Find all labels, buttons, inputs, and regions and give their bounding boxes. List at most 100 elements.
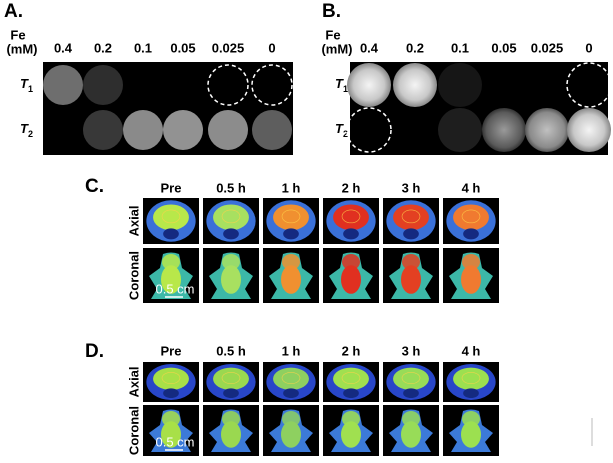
brain-core: [461, 209, 481, 224]
organ: [281, 265, 301, 294]
brain-core: [161, 209, 181, 224]
organ: [461, 421, 481, 448]
view-label: Axial: [126, 366, 141, 397]
concentration-label: 0.05: [491, 40, 516, 55]
time-label: 1 h: [282, 343, 301, 358]
jaw: [463, 228, 479, 240]
head: [462, 254, 480, 270]
phantom: [347, 63, 391, 107]
relaxation-label: T2: [20, 121, 33, 139]
organ: [401, 421, 421, 448]
relaxation-label: T2: [335, 121, 348, 139]
concentration-label: 0.2: [94, 40, 112, 55]
relaxation-label: T1: [335, 76, 348, 94]
brain-core: [401, 209, 421, 224]
time-label: 3 h: [402, 180, 421, 195]
organ: [281, 421, 301, 448]
phantom: [43, 65, 83, 105]
subscript: 2: [343, 129, 348, 139]
subscript: 1: [28, 84, 33, 94]
jaw: [223, 228, 239, 240]
organ: [221, 421, 241, 448]
phantom: [482, 108, 526, 152]
head: [462, 411, 480, 427]
head: [402, 254, 420, 270]
head: [282, 254, 300, 270]
fe-unit: (mM): [6, 41, 37, 56]
phantom: [208, 110, 248, 150]
scale-label: 0.5 cm: [155, 281, 194, 296]
jaw: [343, 388, 359, 399]
concentration-label: 0.1: [134, 40, 152, 55]
brain-core: [341, 209, 361, 224]
head: [342, 254, 360, 270]
concentration-label: 0.05: [170, 40, 195, 55]
time-label: Pre: [161, 343, 182, 358]
fe-label: Fe: [325, 27, 340, 42]
phantom: [393, 63, 437, 107]
subscript: 2: [28, 129, 33, 139]
jaw: [343, 228, 359, 240]
phantom: [252, 110, 292, 150]
brain-core: [401, 372, 421, 384]
organ: [161, 421, 181, 448]
time-label: 0.5 h: [216, 343, 246, 358]
jaw: [283, 228, 299, 240]
organ: [221, 265, 241, 294]
head: [222, 411, 240, 427]
phantom-empty: [566, 62, 612, 108]
time-label: 4 h: [462, 343, 481, 358]
phantom: [163, 110, 203, 150]
time-label: 3 h: [402, 343, 421, 358]
view-label: Coronal: [126, 251, 141, 300]
fe-unit: (mM): [321, 41, 352, 56]
head: [402, 411, 420, 427]
view-label: Coronal: [126, 406, 141, 455]
organ: [161, 265, 181, 294]
concentration-label: 0: [268, 40, 275, 55]
scale-label: 0.5 cm: [155, 434, 194, 449]
brain-core: [221, 209, 241, 224]
symbol: T: [20, 121, 29, 136]
time-label: 2 h: [342, 180, 361, 195]
phantom: [567, 108, 611, 152]
phantom-empty: [346, 107, 392, 153]
jaw: [163, 228, 179, 240]
brain-core: [281, 372, 301, 384]
brain-core: [281, 209, 301, 224]
jaw: [463, 388, 479, 399]
time-label: Pre: [161, 180, 182, 195]
head: [222, 254, 240, 270]
subscript: 1: [343, 84, 348, 94]
panel-label: C.: [85, 176, 104, 197]
phantom-empty: [207, 64, 249, 106]
time-label: 4 h: [462, 180, 481, 195]
view-label: Axial: [126, 205, 141, 236]
relaxation-label: T1: [20, 76, 33, 94]
brain-core: [341, 372, 361, 384]
head: [282, 411, 300, 427]
panel-label: B.: [322, 1, 341, 22]
phantom: [438, 63, 482, 107]
symbol: T: [335, 76, 344, 91]
concentration-label: 0.025: [212, 40, 245, 55]
panel-label: A.: [4, 1, 23, 22]
time-label: 1 h: [282, 180, 301, 195]
jaw: [283, 388, 299, 399]
phantom: [83, 65, 123, 105]
head: [342, 411, 360, 427]
brain-core: [161, 372, 181, 384]
brain-core: [221, 372, 241, 384]
phantom: [525, 108, 569, 152]
jaw: [223, 388, 239, 399]
concentration-label: 0.1: [451, 40, 469, 55]
edge-mark: [591, 418, 593, 446]
jaw: [403, 228, 419, 240]
brain-core: [461, 372, 481, 384]
time-label: 0.5 h: [216, 180, 246, 195]
head: [162, 254, 180, 270]
organ: [461, 265, 481, 294]
time-label: 2 h: [342, 343, 361, 358]
panel-label: D.: [85, 341, 104, 362]
